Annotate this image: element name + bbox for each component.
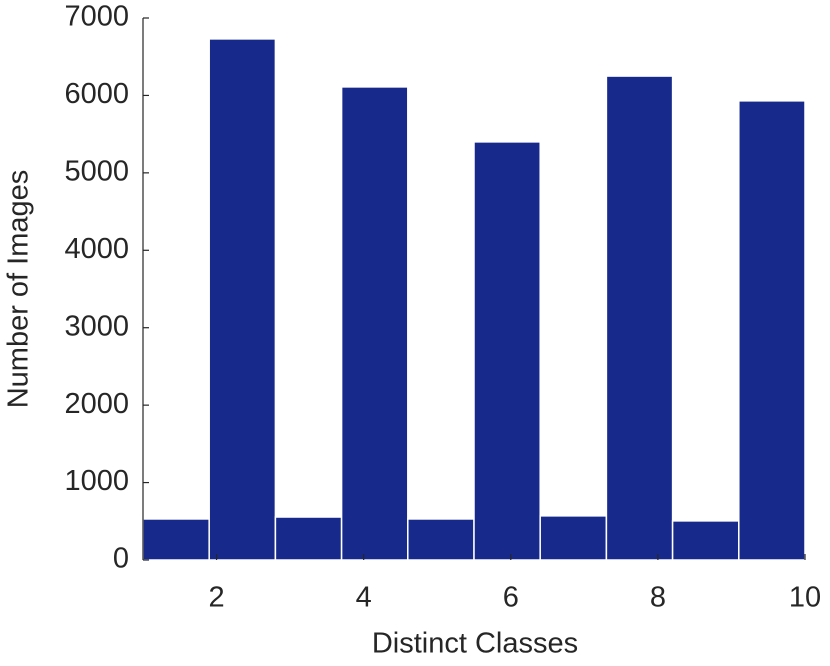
- bar: [671, 520, 740, 561]
- x-axis-label: Distinct Classes: [372, 628, 578, 660]
- y-tick-label: 4000: [64, 233, 129, 265]
- bar: [738, 100, 806, 561]
- bar: [539, 515, 608, 561]
- bar: [473, 141, 541, 561]
- y-tick-label: 6000: [64, 78, 129, 110]
- y-tick-label: 0: [113, 543, 129, 575]
- bar: [605, 75, 674, 561]
- x-tick-label: 6: [503, 582, 519, 614]
- bar: [340, 86, 409, 561]
- y-axis-label: Number of Images: [3, 170, 35, 409]
- bar: [142, 518, 210, 561]
- x-tick-label: 4: [356, 582, 372, 614]
- x-tick-label: 8: [650, 582, 666, 614]
- bar: [274, 516, 343, 561]
- y-tick-label: 7000: [64, 1, 129, 33]
- y-tick-label: 1000: [64, 465, 129, 497]
- x-tick-label: 10: [789, 582, 821, 614]
- y-tick-label: 2000: [64, 388, 129, 420]
- y-tick-label: 3000: [64, 310, 129, 342]
- bar: [208, 38, 277, 561]
- y-tick-label: 5000: [64, 156, 129, 188]
- bar: [407, 518, 475, 561]
- x-tick-label: 2: [208, 582, 224, 614]
